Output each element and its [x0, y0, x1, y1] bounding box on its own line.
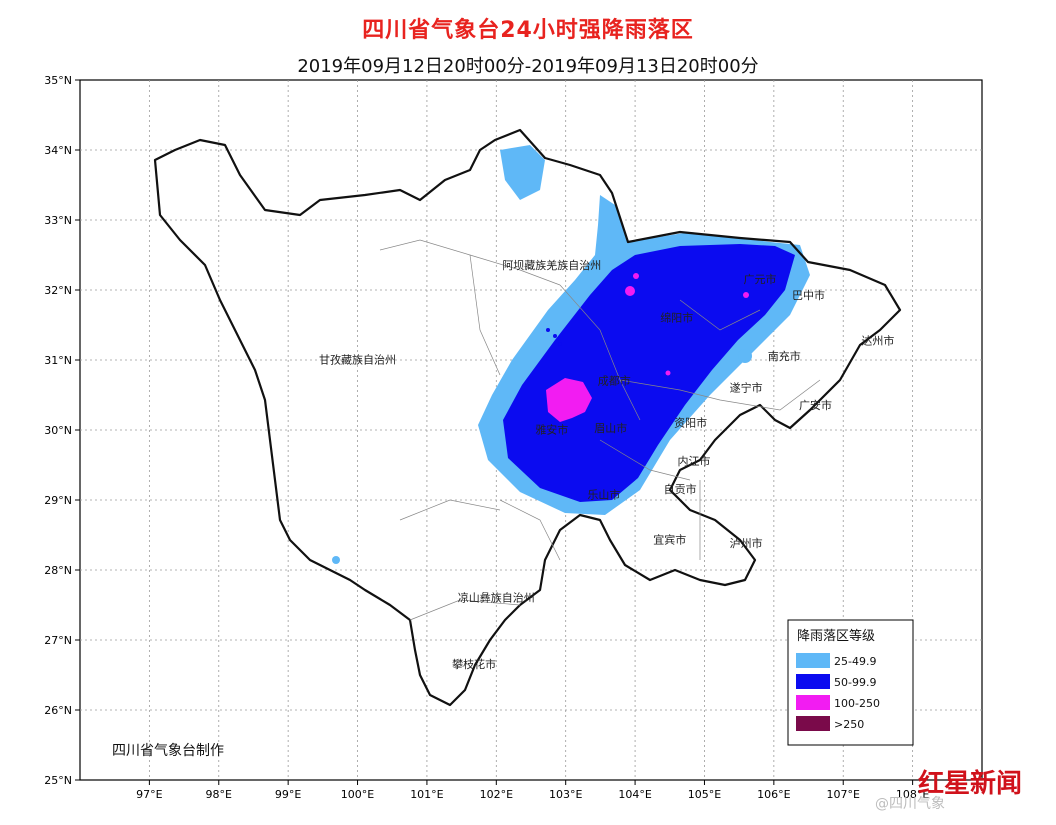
city-label: 泸州市 — [730, 536, 763, 550]
lon-label: 103°E — [549, 788, 582, 801]
lat-label: 30°N — [44, 424, 72, 437]
city-label: 资阳市 — [674, 416, 707, 430]
city-label: 雅安市 — [535, 423, 568, 437]
lat-label: 26°N — [44, 704, 72, 717]
rainfall-areas — [332, 145, 810, 564]
watermark-weibo: @四川气象 — [875, 796, 945, 812]
region-label: 甘孜藏族自治州 — [319, 353, 396, 367]
legend-swatch — [796, 716, 830, 731]
city-label: 广安市 — [799, 398, 832, 412]
city-label: 内江市 — [678, 454, 711, 468]
legend-swatch — [796, 695, 830, 710]
city-label: 遂宁市 — [730, 381, 763, 395]
map-title: 四川省气象台24小时强降雨落区 — [362, 18, 694, 43]
legend-title: 降雨落区等级 — [797, 628, 875, 644]
lat-label: 25°N — [44, 774, 72, 787]
city-label: 乐山市 — [587, 488, 620, 502]
city-label: 南充市 — [768, 349, 801, 363]
legend-label: 50-99.9 — [834, 676, 876, 689]
legend: 降雨落区等级 25-49.9 50-99.9 100-250 >250 — [787, 619, 914, 746]
city-label: 宜宾市 — [653, 532, 686, 546]
lon-label: 107°E — [827, 788, 860, 801]
lon-label: 105°E — [688, 788, 721, 801]
city-label: 攀枝花市 — [452, 657, 496, 671]
city-label: 自贡市 — [664, 482, 697, 496]
lat-label: 31°N — [44, 354, 72, 367]
province-boundary — [153, 128, 902, 707]
legend-label: 100-250 — [834, 697, 880, 710]
lon-label: 101°E — [410, 788, 443, 801]
city-label: 成都市 — [598, 374, 631, 388]
city-label: 绵阳市 — [660, 311, 693, 325]
rain-cell — [332, 556, 340, 564]
producer-credit: 四川省气象台制作 — [112, 743, 224, 759]
lon-label: 102°E — [480, 788, 513, 801]
lat-label: 29°N — [44, 494, 72, 507]
city-label: 达州市 — [861, 334, 894, 348]
legend-label: 25-49.9 — [834, 655, 876, 668]
district-boundaries — [379, 239, 821, 621]
lat-label: 32°N — [44, 284, 72, 297]
lon-label: 104°E — [618, 788, 651, 801]
legend-swatch — [796, 674, 830, 689]
rain-zone-25-49 — [500, 145, 545, 200]
rain-zone-100-250 — [743, 292, 749, 298]
lat-label: 28°N — [44, 564, 72, 577]
watermark-brand: 红星新闻 — [918, 768, 1022, 799]
rain-zone-50-99 — [503, 244, 795, 502]
region-label: 凉山彝族自治州 — [458, 591, 535, 605]
city-label: 眉山市 — [594, 421, 627, 435]
lat-label: 27°N — [44, 634, 72, 647]
graticule: 35°N 34°N 33°N 32°N 31°N 30°N 29°N 28°N 27°N 26°N… — [44, 74, 982, 801]
lat-label: 34°N — [44, 144, 72, 157]
map-subtitle: 2019年09月12日20时00分-2019年09月13日20时00分 — [297, 56, 759, 77]
lon-label: 99°E — [275, 788, 301, 801]
region-label: 阿坝藏族羌族自治州 — [502, 258, 601, 272]
lon-label: 106°E — [757, 788, 790, 801]
legend-label: >250 — [834, 718, 864, 731]
rain-zone-100-250 — [665, 370, 671, 376]
rain-cell — [546, 328, 550, 332]
rain-cell — [553, 334, 557, 338]
lon-label: 98°E — [206, 788, 232, 801]
rain-cell — [558, 342, 562, 346]
rain-cell — [738, 349, 752, 363]
lat-label: 33°N — [44, 214, 72, 227]
rain-zone-100-250 — [546, 378, 592, 422]
city-label: 广元市 — [743, 272, 776, 286]
city-label: 巴中市 — [792, 288, 825, 302]
lat-label: 35°N — [44, 74, 72, 87]
rain-zone-100-250 — [625, 286, 635, 296]
lon-label: 100°E — [341, 788, 374, 801]
lon-label: 97°E — [136, 788, 162, 801]
lon-label: 108°E — [896, 788, 929, 801]
legend-swatch — [796, 653, 830, 668]
rain-zone-100-250 — [633, 273, 639, 279]
